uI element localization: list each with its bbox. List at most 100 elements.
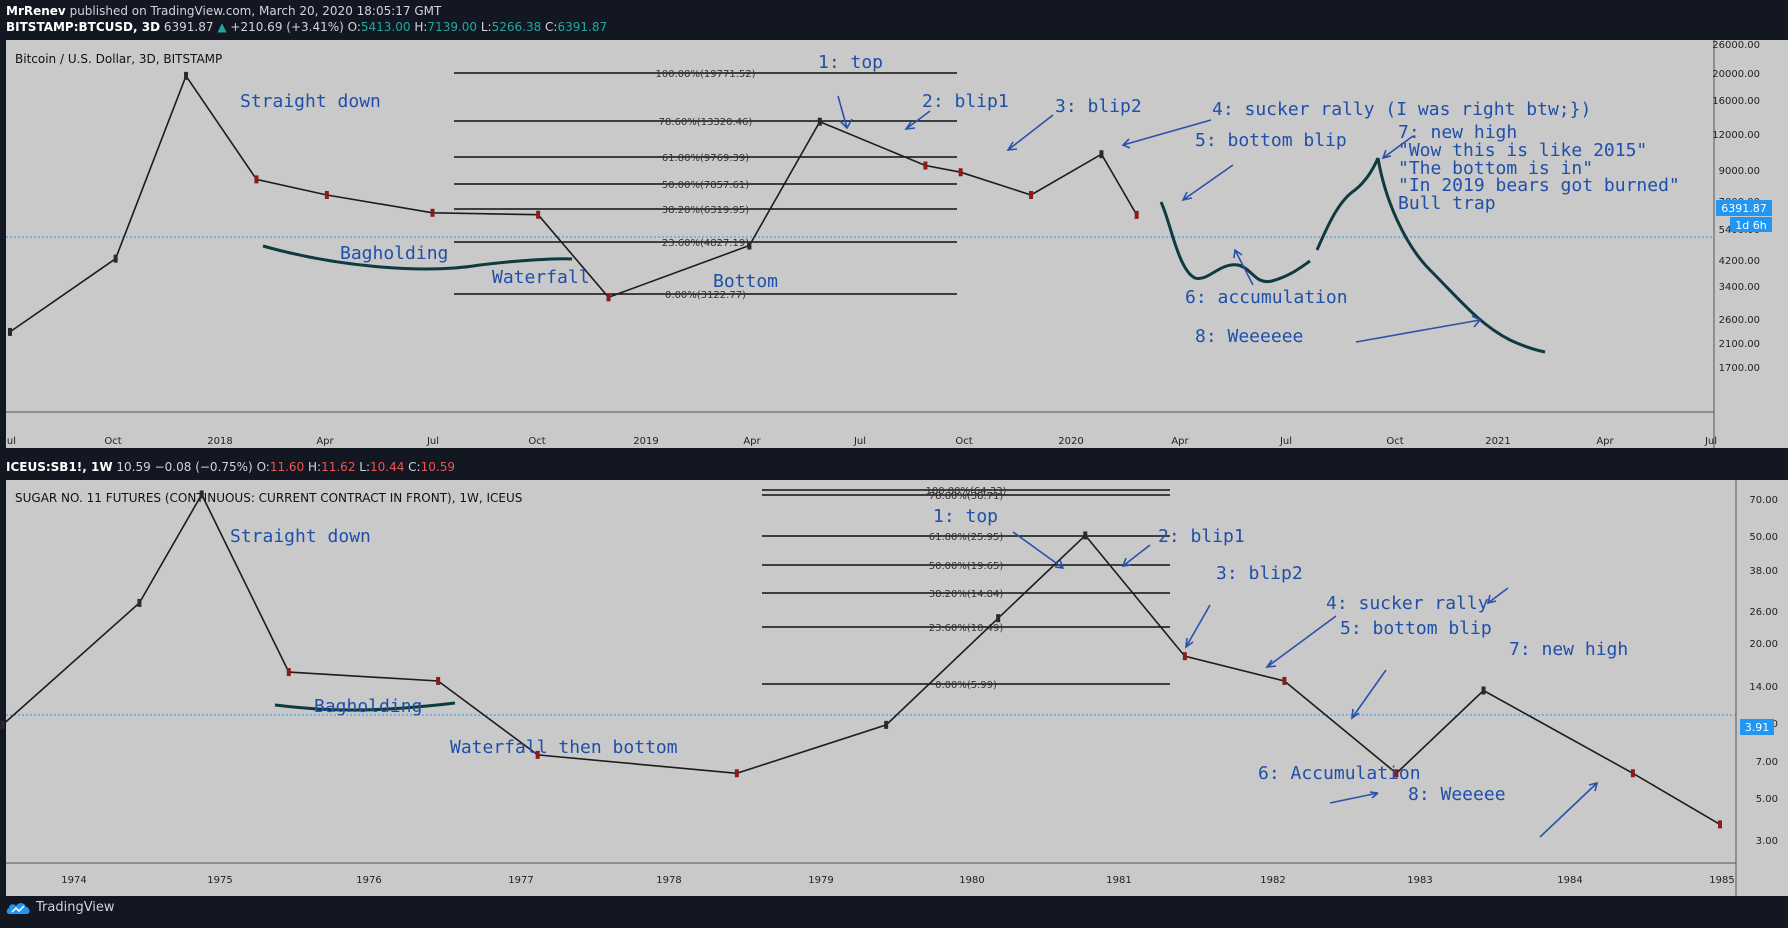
chart-title: Bitcoin / U.S. Dollar, 3D, BITSTAMP	[15, 52, 222, 66]
forecast-path-3	[1376, 157, 1546, 354]
fib-level-label: 100.00%(19771.52)	[655, 69, 755, 80]
y-tick-label: 16000.00	[1712, 96, 1760, 107]
note-bottom-blip: 5: bottom blip	[1340, 618, 1492, 639]
y-tick-label: 5.00	[1756, 794, 1778, 805]
plot-area	[6, 480, 1736, 863]
x-tick-label: 2020	[1058, 436, 1083, 447]
fib-level-label: 0.00%(5.99)	[935, 680, 997, 691]
y-tick-label: 26.00	[1749, 607, 1778, 618]
forecast-path-2	[1315, 157, 1380, 251]
fib-level-label: 50.00%(7857.61)	[662, 180, 749, 191]
x-tick-label: 1983	[1407, 875, 1432, 886]
candle	[1134, 210, 1139, 219]
candle	[430, 208, 435, 217]
change: +210.69 (+3.41%)	[230, 20, 344, 34]
plot-area	[6, 40, 1714, 412]
price-label-box	[1740, 719, 1774, 735]
note-top: 1: top	[933, 506, 998, 527]
y-tick-label: 12000.00	[1712, 130, 1760, 141]
note-top: 1: top	[818, 52, 883, 73]
y-tick-label: 7.00	[1756, 757, 1778, 768]
price-label: 3.91	[1745, 721, 1770, 734]
logo-text: TradingView	[36, 900, 115, 915]
forecast-path-1	[1159, 201, 1311, 284]
candle	[958, 168, 963, 177]
panel2-header: ICEUS:SB1!, 1W 10.59 −0.08 (−0.75%) O:11…	[6, 460, 455, 474]
x-tick-label: 1985	[1709, 875, 1734, 886]
x-tick-label: Oct	[104, 436, 121, 447]
x-axis	[6, 412, 1714, 448]
price-series	[0, 490, 1722, 829]
x-axis	[6, 863, 1736, 896]
sugar-chart[interactable]: SUGAR NO. 11 FUTURES (CONTINUOUS: CURREN…	[0, 480, 1788, 896]
y-tick-label: 2600.00	[1719, 315, 1760, 326]
y-tick-label: 4200.00	[1719, 256, 1760, 267]
price-line	[1, 492, 1721, 826]
low-value: 5266.38	[491, 20, 542, 34]
fib-level-label: 23.60%(10.49)	[929, 623, 1004, 634]
high-value: 11.62	[321, 460, 356, 474]
publish-info: MrRenev published on TradingView.com, Ma…	[6, 4, 441, 18]
note-straight-down: Straight down	[230, 526, 371, 547]
candle	[436, 676, 441, 685]
x-tick-labels: 1974 1975 1976 1977 1978 1979 1980 1981 1982 1983…	[61, 875, 1734, 886]
x-tick-label: 2018	[207, 436, 232, 447]
price-series	[8, 71, 1139, 336]
tradingview-logo[interactable]: TradingView	[6, 900, 115, 915]
note-bull-trap: Bull trap	[1398, 193, 1496, 214]
note-sucker-rally: 4: sucker rally (I was right btw;})	[1212, 99, 1591, 120]
note-straight-down: Straight down	[240, 91, 381, 112]
note-bagholding: Bagholding	[340, 243, 448, 264]
up-arrow-icon: ▲	[217, 20, 227, 34]
candle	[113, 254, 118, 263]
candle	[1481, 686, 1486, 695]
note-quote-1: "Wow this is like 2015"	[1398, 140, 1647, 161]
note-blip2: 3: blip2	[1216, 563, 1303, 584]
x-tick-label: Oct	[955, 436, 972, 447]
fib-retracement[interactable]: 100.00%(64.33)78.60%(38.71) 61.80%(25.95)…	[762, 486, 1170, 691]
candle	[199, 490, 204, 499]
fib-level-label: 61.80%(25.95)	[929, 532, 1004, 543]
note-blip1: 2: blip1	[1158, 526, 1245, 547]
note-new-high: 7: new high	[1398, 122, 1517, 143]
countdown: 1d 6h	[1735, 219, 1766, 232]
x-tick-label: 1979	[808, 875, 833, 886]
candle	[747, 241, 752, 250]
drawing-layer[interactable]	[274, 701, 456, 712]
x-tick-label: Jul	[426, 436, 439, 447]
x-tick-label: Apr	[743, 436, 761, 447]
y-tick-label: 38.00	[1749, 566, 1778, 577]
x-tick-label: 1982	[1260, 875, 1285, 886]
x-tick-label: 1974	[61, 875, 86, 886]
change: −0.08 (−0.75%)	[154, 460, 253, 474]
countdown-box	[1730, 217, 1772, 232]
open-value: 5413.00	[360, 20, 411, 34]
y-tick-label: 70.00	[1749, 495, 1778, 506]
note-bagholding: Bagholding	[314, 696, 422, 717]
x-tick-label: Apr	[1596, 436, 1614, 447]
y-axis	[1736, 480, 1788, 896]
fib-level-label: 0.00%(3122.77)	[665, 290, 746, 301]
candle	[734, 769, 739, 778]
low-value: 10.44	[370, 460, 405, 474]
candle	[536, 210, 541, 219]
bitcoin-chart[interactable]: Bitcoin / U.S. Dollar, 3D, BITSTAMP 2600…	[0, 40, 1788, 458]
tradingview-cloud-icon	[6, 902, 30, 914]
candle	[1630, 769, 1635, 778]
x-tick-label: 1977	[508, 875, 533, 886]
annotations: Straight down Bagholding Waterfall Botto…	[240, 52, 1680, 347]
note-sucker-rally: 4: sucker rally	[1326, 593, 1489, 614]
price-label-box	[1716, 200, 1772, 216]
y-tick-label: 3400.00	[1719, 282, 1760, 293]
candle	[8, 327, 12, 336]
fib-level-label: 23.60%(4827.19)	[662, 238, 749, 249]
x-tick-label: 1980	[959, 875, 984, 886]
price-label: 6391.87	[1721, 202, 1767, 215]
fib-retracement[interactable]: 100.00%(19771.52) 78.60%(13320.46) 61.80%(…	[454, 69, 957, 301]
drawing-layer[interactable]	[262, 157, 1546, 354]
note-new-high: 7: new high	[1509, 639, 1628, 660]
y-tick-label: 50.00	[1749, 532, 1778, 543]
candle	[1282, 676, 1287, 685]
candle	[1182, 652, 1187, 661]
note-quote-3: "In 2019 bears got burned"	[1398, 175, 1680, 196]
